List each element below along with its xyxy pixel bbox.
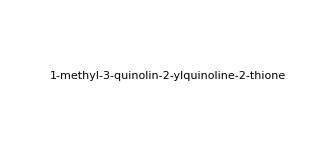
Text: 1-methyl-3-quinolin-2-ylquinoline-2-thione: 1-methyl-3-quinolin-2-ylquinoline-2-thio… [49, 71, 286, 81]
